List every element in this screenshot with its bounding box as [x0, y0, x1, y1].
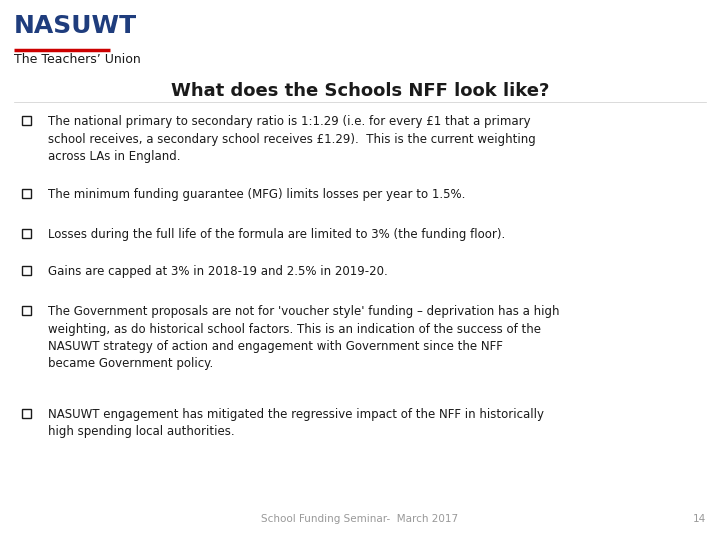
Bar: [22, 189, 31, 198]
Bar: [22, 116, 31, 125]
Text: Losses during the full life of the formula are limited to 3% (the funding floor): Losses during the full life of the formu…: [48, 228, 505, 241]
Text: What does the Schools NFF look like?: What does the Schools NFF look like?: [171, 82, 549, 100]
Text: The Government proposals are not for 'voucher style' funding – deprivation has a: The Government proposals are not for 'vo…: [48, 305, 559, 370]
Bar: [22, 266, 31, 275]
Text: 14: 14: [693, 514, 706, 524]
Text: Gains are capped at 3% in 2018-19 and 2.5% in 2019-20.: Gains are capped at 3% in 2018-19 and 2.…: [48, 265, 388, 278]
Bar: [22, 409, 31, 418]
Text: School Funding Seminar-  March 2017: School Funding Seminar- March 2017: [261, 514, 459, 524]
Text: The minimum funding guarantee (MFG) limits losses per year to 1.5%.: The minimum funding guarantee (MFG) limi…: [48, 188, 465, 201]
Text: The Teachers’ Union: The Teachers’ Union: [14, 53, 140, 66]
Text: NASUWT engagement has mitigated the regressive impact of the NFF in historically: NASUWT engagement has mitigated the regr…: [48, 408, 544, 438]
Bar: [22, 306, 31, 315]
Bar: [22, 229, 31, 238]
Text: NASUWT: NASUWT: [14, 14, 137, 38]
Text: The national primary to secondary ratio is 1:1.29 (i.e. for every £1 that a prim: The national primary to secondary ratio …: [48, 115, 536, 163]
